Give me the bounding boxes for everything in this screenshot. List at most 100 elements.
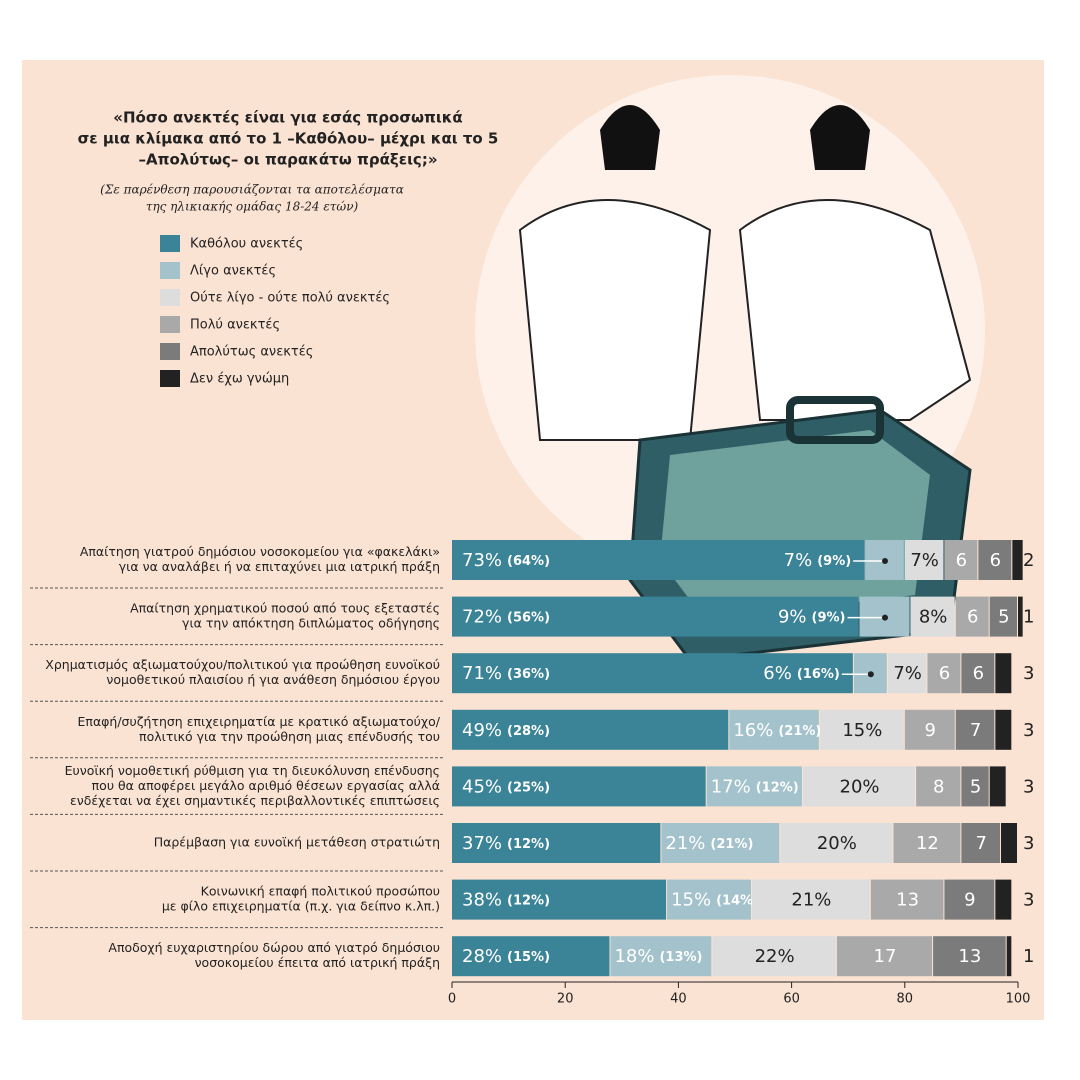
value-label-main: 5 <box>998 607 1009 628</box>
bar-segment <box>870 879 944 920</box>
value-label-main: 12 <box>916 833 939 854</box>
value-label: 38% (12%) <box>462 890 550 911</box>
bar-segment <box>927 653 961 694</box>
value-label-main: 6 <box>990 550 1001 571</box>
bar-segment <box>955 596 989 637</box>
value-label: 7% (9%) <box>784 550 852 571</box>
legend-swatch <box>160 316 180 333</box>
value-label: 8% <box>919 607 948 628</box>
youth-value-label: (36%) <box>507 667 550 682</box>
bar-segment <box>989 766 1006 807</box>
value-label-main: 7% <box>910 550 939 571</box>
value-label: 3 <box>1023 720 1034 741</box>
value-label: 7% <box>893 663 922 684</box>
bar-segment <box>904 540 944 580</box>
bar-segment <box>661 823 780 863</box>
value-label: 28% (15%) <box>462 946 550 967</box>
bar-segment <box>780 823 893 863</box>
youth-value-label: (12%) <box>756 780 799 795</box>
legend-label: Λίγο ανεκτές <box>190 264 276 279</box>
value-label: 6% (16%) <box>763 663 840 684</box>
value-label: 8 <box>933 776 944 797</box>
bar-segment <box>452 936 610 977</box>
chart-title: –Απολύτως– οι παρακάτω πράξεις;» <box>138 151 437 169</box>
bar-segment <box>989 596 1017 637</box>
legend-swatch <box>160 343 180 360</box>
bar-segment <box>893 823 961 863</box>
value-label-main: 6 <box>939 663 950 684</box>
youth-value-label: (9%) <box>812 610 846 625</box>
bar-segment <box>995 653 1012 694</box>
value-label: 6 <box>956 550 967 571</box>
bar-segment <box>1001 823 1017 863</box>
value-label-main: 3 <box>1023 720 1034 741</box>
bar-segment <box>933 936 1006 977</box>
value-label-main: 13 <box>896 890 919 911</box>
value-label: 20% <box>817 833 857 854</box>
value-label: 6 <box>967 607 978 628</box>
category-label: για την απόκτηση διπλώματος οδήγησης <box>182 616 440 631</box>
value-label: 72% (56%) <box>462 607 550 628</box>
category-label: Ευνοϊκή νομοθετική ρύθμιση για τη διευκό… <box>65 763 440 778</box>
value-label: 3 <box>1023 833 1034 854</box>
bar-segment <box>910 596 955 637</box>
bar-segment <box>1012 540 1023 580</box>
category-label: Παρέμβαση για ευνοϊκή μετάθεση στρατιώτη <box>154 835 440 850</box>
value-label-main: 3 <box>1023 890 1034 911</box>
category-label: πολιτικό για την προώθηση μιας επένδυσής… <box>139 729 440 744</box>
category-label: Κοινωνική επαφή πολιτικού προσώπου <box>201 884 440 899</box>
value-label-main: 2 <box>1023 550 1034 571</box>
value-label-main: 9 <box>925 720 936 741</box>
x-tick-label: 20 <box>557 992 574 1007</box>
value-label: 49% (28%) <box>462 720 550 741</box>
category-label: νομοθετικού πλαισίου ή για ανάθεση δημόσ… <box>106 672 440 687</box>
value-label: 15% <box>842 720 882 741</box>
youth-value-label: (12%) <box>507 837 550 852</box>
value-label: 7 <box>975 833 986 854</box>
value-label-main: 3 <box>1023 833 1034 854</box>
value-label: 37% (12%) <box>462 833 550 854</box>
value-label: 13 <box>896 890 919 911</box>
subtitle: (Σε παρένθεση παρουσιάζονται τα αποτελέσ… <box>100 183 404 197</box>
bar-segment <box>904 709 955 750</box>
value-label: 1 <box>1023 607 1034 628</box>
legend-swatch <box>160 235 180 252</box>
value-label: 3 <box>1023 663 1034 684</box>
bar-segment <box>887 653 927 694</box>
value-label-main: 7 <box>975 833 986 854</box>
value-label-main: 38% <box>462 890 502 911</box>
value-label-main: 1 <box>1023 946 1034 967</box>
bar-segment <box>712 936 836 977</box>
chart-title: σε μια κλίμακα από το 1 –Καθόλου– μέχρι … <box>78 130 499 148</box>
value-label-main: 21% <box>791 890 831 911</box>
category-label: ενδέχεται να έχει σημαντικές περιβαλλοντ… <box>70 793 440 808</box>
bar-segment <box>452 596 859 637</box>
value-label-main: 8% <box>919 607 948 628</box>
bar-segment <box>802 766 916 807</box>
legend-label: Πολύ ανεκτές <box>190 318 280 333</box>
leader-dot <box>881 558 888 564</box>
value-label-main: 6% <box>763 663 792 684</box>
x-tick-label: 0 <box>448 992 456 1007</box>
youth-value-label: (25%) <box>507 780 550 795</box>
value-label-main: 71% <box>462 663 502 684</box>
value-label-main: 21% <box>665 833 705 854</box>
bar-segment <box>452 766 706 807</box>
bar-segment <box>667 879 751 920</box>
legend-label: Ούτε λίγο - ούτε πολύ ανεκτές <box>190 291 390 306</box>
value-label-main: 6 <box>956 550 967 571</box>
value-label: 17 <box>874 946 897 967</box>
youth-value-label: (64%) <box>507 554 550 569</box>
value-label-main: 7% <box>893 663 922 684</box>
value-label-main: 28% <box>462 946 502 967</box>
value-label: 15% (14%) <box>671 890 759 911</box>
value-label: 21% (21%) <box>665 833 753 854</box>
value-label-main: 1 <box>1023 607 1034 628</box>
legend-label: Απολύτως ανεκτές <box>190 345 313 360</box>
value-label: 20% <box>840 776 880 797</box>
bar-segment <box>1006 936 1012 977</box>
value-label-main: 7% <box>784 550 813 571</box>
category-label: Επαφή/συζήτηση επιχειρηματία με κρατικό … <box>78 714 441 729</box>
x-tick-label: 40 <box>670 992 687 1007</box>
bar-segment <box>944 540 978 580</box>
